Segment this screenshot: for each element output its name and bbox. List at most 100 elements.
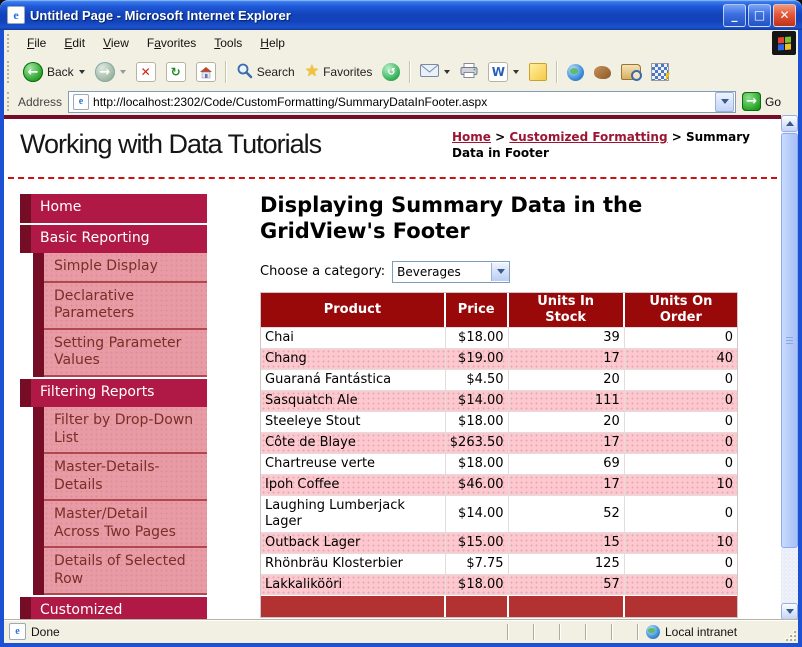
grid-cell: $14.00 bbox=[445, 494, 509, 532]
grid-row-sasquatch-ale: Sasquatch Ale $14.00 111 0 bbox=[261, 389, 737, 411]
menu-help[interactable]: Help bbox=[260, 36, 285, 50]
grid-cell: Lakkalikööri bbox=[261, 573, 446, 595]
sidebar-item-simple-display[interactable]: Simple Display bbox=[33, 253, 207, 283]
sidebar-item-declarative-parameters[interactable]: Declarative Parameters bbox=[33, 282, 207, 330]
word-edit-icon: W bbox=[488, 62, 509, 82]
sidebar-item-master-details-details[interactable]: Master-Details-Details bbox=[33, 454, 207, 501]
sidebar-item-setting-parameter-values[interactable]: Setting Parameter Values bbox=[33, 329, 207, 377]
grid-cell: $7.75 bbox=[445, 552, 509, 574]
grid-cell: 0 bbox=[624, 389, 737, 411]
grid-cell: 17 bbox=[508, 431, 625, 453]
sidebar-item-basic-reporting[interactable]: Basic Reporting bbox=[20, 224, 207, 253]
intranet-globe-icon bbox=[646, 624, 660, 639]
page-title: Displaying Summary Data in the GridView'… bbox=[260, 193, 643, 244]
forward-icon: → bbox=[94, 62, 115, 82]
grid-column-header: Price bbox=[445, 292, 509, 327]
grid-cell: Côte de Blaye bbox=[261, 431, 446, 453]
grid-row-ipoh-coffee: Ipoh Coffee $46.00 17 10 bbox=[261, 473, 737, 495]
sidebar-item-filtering-reports[interactable]: Filtering Reports bbox=[20, 378, 207, 407]
edit-dropdown-icon[interactable] bbox=[513, 70, 520, 74]
grid-cell: Chartreuse verte bbox=[261, 452, 446, 474]
grid-row-guaran-fant-stica: Guaraná Fantástica $4.50 20 0 bbox=[261, 368, 737, 390]
scroll-up-button[interactable] bbox=[781, 115, 798, 132]
toolbar-grip[interactable] bbox=[7, 60, 13, 84]
resize-grip[interactable] bbox=[784, 629, 798, 643]
maximize-button[interactable]: □ bbox=[748, 3, 771, 27]
back-dropdown-icon[interactable] bbox=[78, 70, 85, 74]
grid-column-header: Product bbox=[261, 292, 446, 327]
grid-footer-cell bbox=[445, 594, 509, 617]
mail-button[interactable] bbox=[415, 62, 455, 82]
grid-cell: 39 bbox=[508, 326, 625, 348]
forward-button[interactable]: → bbox=[90, 60, 131, 84]
menu-favorites[interactable]: Favorites bbox=[146, 36, 197, 50]
grid-tool-button[interactable] bbox=[646, 61, 674, 83]
sidebar-item-details-of-selected-row[interactable]: Details of Selected Row bbox=[33, 548, 207, 595]
menu-bar-grip[interactable] bbox=[7, 33, 13, 53]
address-bar: Address e http://localhost:2302/Code/Cus… bbox=[4, 88, 798, 116]
minimize-button[interactable]: _ bbox=[723, 3, 746, 27]
address-dropdown-button[interactable] bbox=[715, 91, 735, 112]
breadcrumb-customized-formatting[interactable]: Customized Formatting bbox=[509, 130, 668, 144]
custom-tool-button[interactable] bbox=[589, 64, 616, 81]
products-gridview: Product Price Units In Stock Units On Order… bbox=[260, 291, 738, 618]
research-button[interactable] bbox=[562, 62, 589, 83]
breadcrumb-home[interactable]: Home bbox=[452, 130, 491, 144]
grid-cell: Outback Lager bbox=[261, 531, 446, 553]
menu-edit[interactable]: Edit bbox=[64, 36, 86, 50]
browser-viewport: Working with Data Tutorials Home > Custo… bbox=[4, 115, 798, 620]
status-pane bbox=[611, 623, 637, 640]
home-button[interactable] bbox=[191, 60, 221, 84]
edit-button[interactable]: W bbox=[483, 60, 524, 84]
nav-edge bbox=[33, 253, 44, 283]
menu-tools[interactable]: Tools bbox=[214, 36, 243, 50]
history-button[interactable]: ↺ bbox=[377, 61, 405, 83]
sidebar-item-customized-formatting[interactable]: Customized Formatting bbox=[20, 597, 207, 620]
grid-cell: 10 bbox=[624, 531, 737, 553]
toolbar-separator bbox=[556, 61, 559, 83]
book-search-button[interactable] bbox=[616, 62, 646, 82]
vertical-scrollbar[interactable] bbox=[781, 115, 798, 620]
category-selected-value: Beverages bbox=[397, 264, 461, 279]
nav-edge bbox=[33, 501, 44, 548]
grid-row-laughing-lumberjack-lager: Laughing Lumberjack Lager $14.00 52 0 bbox=[261, 494, 737, 532]
sidebar-item-home[interactable]: Home bbox=[20, 194, 207, 223]
nav-edge bbox=[20, 597, 31, 620]
close-button[interactable]: ✕ bbox=[773, 3, 796, 27]
category-dropdown[interactable]: Beverages bbox=[392, 260, 511, 283]
grid-footer-cell bbox=[508, 594, 625, 617]
title-bar[interactable]: e Untitled Page - Microsoft Internet Exp… bbox=[0, 0, 802, 30]
window-title: Untitled Page - Microsoft Internet Explo… bbox=[30, 7, 291, 23]
scroll-down-button[interactable] bbox=[781, 603, 798, 620]
menu-file[interactable]: File bbox=[27, 36, 47, 50]
main-content: Displaying Summary Data in the GridView'… bbox=[260, 192, 744, 618]
messenger-button[interactable] bbox=[524, 61, 552, 83]
nav-edge bbox=[33, 548, 44, 595]
address-input[interactable]: e http://localhost:2302/Code/CustomForma… bbox=[68, 90, 737, 113]
mail-dropdown-icon[interactable] bbox=[444, 70, 451, 74]
nav-label: Master/Detail Across Two Pages bbox=[44, 501, 207, 548]
dropdown-button[interactable] bbox=[491, 262, 510, 281]
sidebar-item-filter-by-drop-down-list[interactable]: Filter by Drop-Down List bbox=[33, 407, 207, 454]
go-arrow-icon: → bbox=[742, 92, 762, 111]
go-button[interactable]: → Go bbox=[742, 92, 781, 111]
stop-button[interactable]: ✕ bbox=[131, 60, 161, 84]
home-icon bbox=[195, 62, 216, 82]
refresh-button[interactable]: ↻ bbox=[161, 60, 191, 84]
grid-row-chartreuse-verte: Chartreuse verte $18.00 69 0 bbox=[261, 452, 737, 474]
note-icon bbox=[529, 63, 548, 81]
address-bar-grip[interactable] bbox=[7, 92, 13, 111]
grid-footer-row bbox=[261, 594, 737, 617]
zone-label: Local intranet bbox=[665, 624, 738, 639]
nav-label: Details of Selected Row bbox=[44, 548, 207, 595]
print-button[interactable] bbox=[455, 61, 483, 83]
grid-body: Chai $18.00 39 0 Chang $19.00 17 40 Guaraná Fant… bbox=[261, 326, 737, 595]
menu-view[interactable]: View bbox=[103, 36, 129, 50]
favorites-button[interactable]: ★ Favorites bbox=[300, 62, 378, 82]
back-button[interactable]: ← Back bbox=[18, 60, 90, 84]
forward-dropdown-icon[interactable] bbox=[119, 70, 126, 74]
sidebar-item-master-detail-across-two-pages[interactable]: Master/Detail Across Two Pages bbox=[33, 501, 207, 548]
grid-cell: $18.00 bbox=[445, 326, 509, 348]
scrollbar-thumb[interactable] bbox=[781, 133, 798, 548]
search-button[interactable]: Search bbox=[231, 60, 300, 84]
